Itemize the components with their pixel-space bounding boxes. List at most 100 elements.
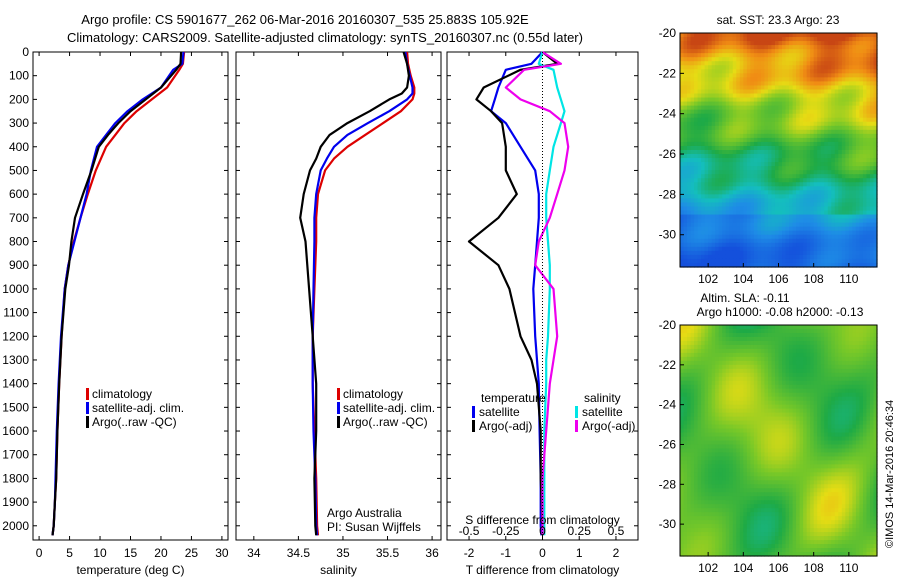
map-cell: [817, 129, 822, 135]
map-cell: [848, 65, 853, 70]
map-cell: [817, 412, 822, 418]
map-cell: [789, 198, 794, 204]
map-cell: [753, 113, 758, 119]
map-cell: [827, 420, 832, 426]
annotation-text: PI: Susan Wijffels: [327, 520, 421, 534]
map-cell: [792, 262, 797, 268]
y-tick-label: -20: [659, 26, 677, 40]
map-cell: [789, 396, 794, 402]
map-cell: [862, 174, 868, 179]
map-cell: [796, 141, 801, 147]
map-cell: [866, 65, 871, 70]
map-cell: [820, 328, 825, 334]
map-cell: [739, 178, 744, 183]
map-cell: [792, 206, 797, 212]
map-cell: [873, 154, 878, 159]
map-cell: [845, 242, 850, 248]
map-cell: [799, 348, 804, 354]
map-cell: [792, 137, 797, 143]
map-cell: [767, 348, 773, 354]
map-cell: [687, 352, 692, 358]
map-cell: [708, 77, 713, 83]
map-cell: [753, 77, 758, 83]
map-cell: [774, 384, 780, 390]
map-cell: [838, 325, 843, 330]
map-cell: [866, 380, 871, 386]
map-cell: [834, 57, 839, 62]
map-cell: [806, 73, 811, 78]
map-cell: [803, 372, 808, 378]
map-cell: [796, 77, 801, 83]
map-cell: [690, 250, 695, 256]
map-cell: [869, 384, 875, 390]
map-cell: [831, 238, 836, 244]
y-tick-label: 1200: [2, 329, 29, 343]
map-cell: [845, 246, 850, 252]
map-cell: [820, 89, 825, 95]
map-cell: [750, 49, 755, 54]
map-cell: [746, 61, 751, 66]
map-cell: [767, 154, 773, 159]
map-cell: [806, 404, 811, 410]
map-cell: [704, 121, 709, 127]
map-cell: [824, 380, 829, 386]
map-cell: [785, 412, 790, 418]
map-cell: [687, 166, 692, 171]
map-cell: [732, 81, 737, 87]
map-cell: [810, 81, 815, 87]
map-cell: [739, 57, 744, 62]
map-cell: [778, 258, 783, 264]
map-cell: [810, 125, 815, 131]
map-cell: [697, 328, 702, 334]
map-cell: [694, 384, 699, 390]
map-cell: [736, 424, 741, 430]
map-cell: [803, 368, 808, 374]
map-cell: [866, 158, 871, 163]
map-cell: [789, 33, 794, 38]
map-cell: [796, 158, 801, 163]
map-cell: [715, 166, 720, 171]
map-cell: [764, 53, 769, 58]
map-cell: [701, 69, 706, 74]
map-cell: [753, 150, 758, 155]
map-cell: [785, 416, 790, 422]
map-cell: [831, 234, 836, 240]
map-cell: [824, 158, 829, 163]
map-cell: [810, 222, 815, 228]
map-cell: [764, 141, 769, 147]
map-cell: [838, 61, 843, 66]
map-cell: [831, 226, 836, 232]
map-cell: [739, 45, 744, 50]
map-cell: [855, 198, 861, 204]
map-cell: [683, 194, 688, 200]
map-cell: [771, 194, 776, 200]
map-cell: [796, 210, 801, 216]
map-cell: [782, 214, 787, 220]
map-cell: [764, 109, 769, 115]
map-cell: [824, 210, 829, 216]
map-cell: [852, 49, 857, 54]
map-cell: [718, 93, 723, 99]
map-cell: [831, 45, 836, 50]
map-cell: [778, 89, 783, 95]
map-cell: [701, 336, 706, 342]
map-cell: [824, 384, 829, 390]
map-cell: [757, 145, 762, 151]
map-cell: [848, 380, 853, 386]
map-cell: [760, 250, 766, 256]
map-cell: [824, 174, 829, 179]
map-cell: [869, 420, 875, 426]
map-cell: [789, 141, 794, 147]
map-cell: [855, 45, 861, 50]
map-cell: [750, 250, 755, 256]
map-cell: [680, 372, 685, 378]
map-cell: [841, 380, 846, 386]
map-cell: [774, 77, 780, 83]
map-cell: [687, 145, 692, 151]
map-cell: [848, 234, 853, 240]
y-tick-label: 1600: [2, 424, 29, 438]
map-cell: [852, 113, 857, 119]
map-cell: [838, 408, 843, 414]
map-cell: [862, 400, 868, 406]
map-cell: [855, 230, 861, 236]
